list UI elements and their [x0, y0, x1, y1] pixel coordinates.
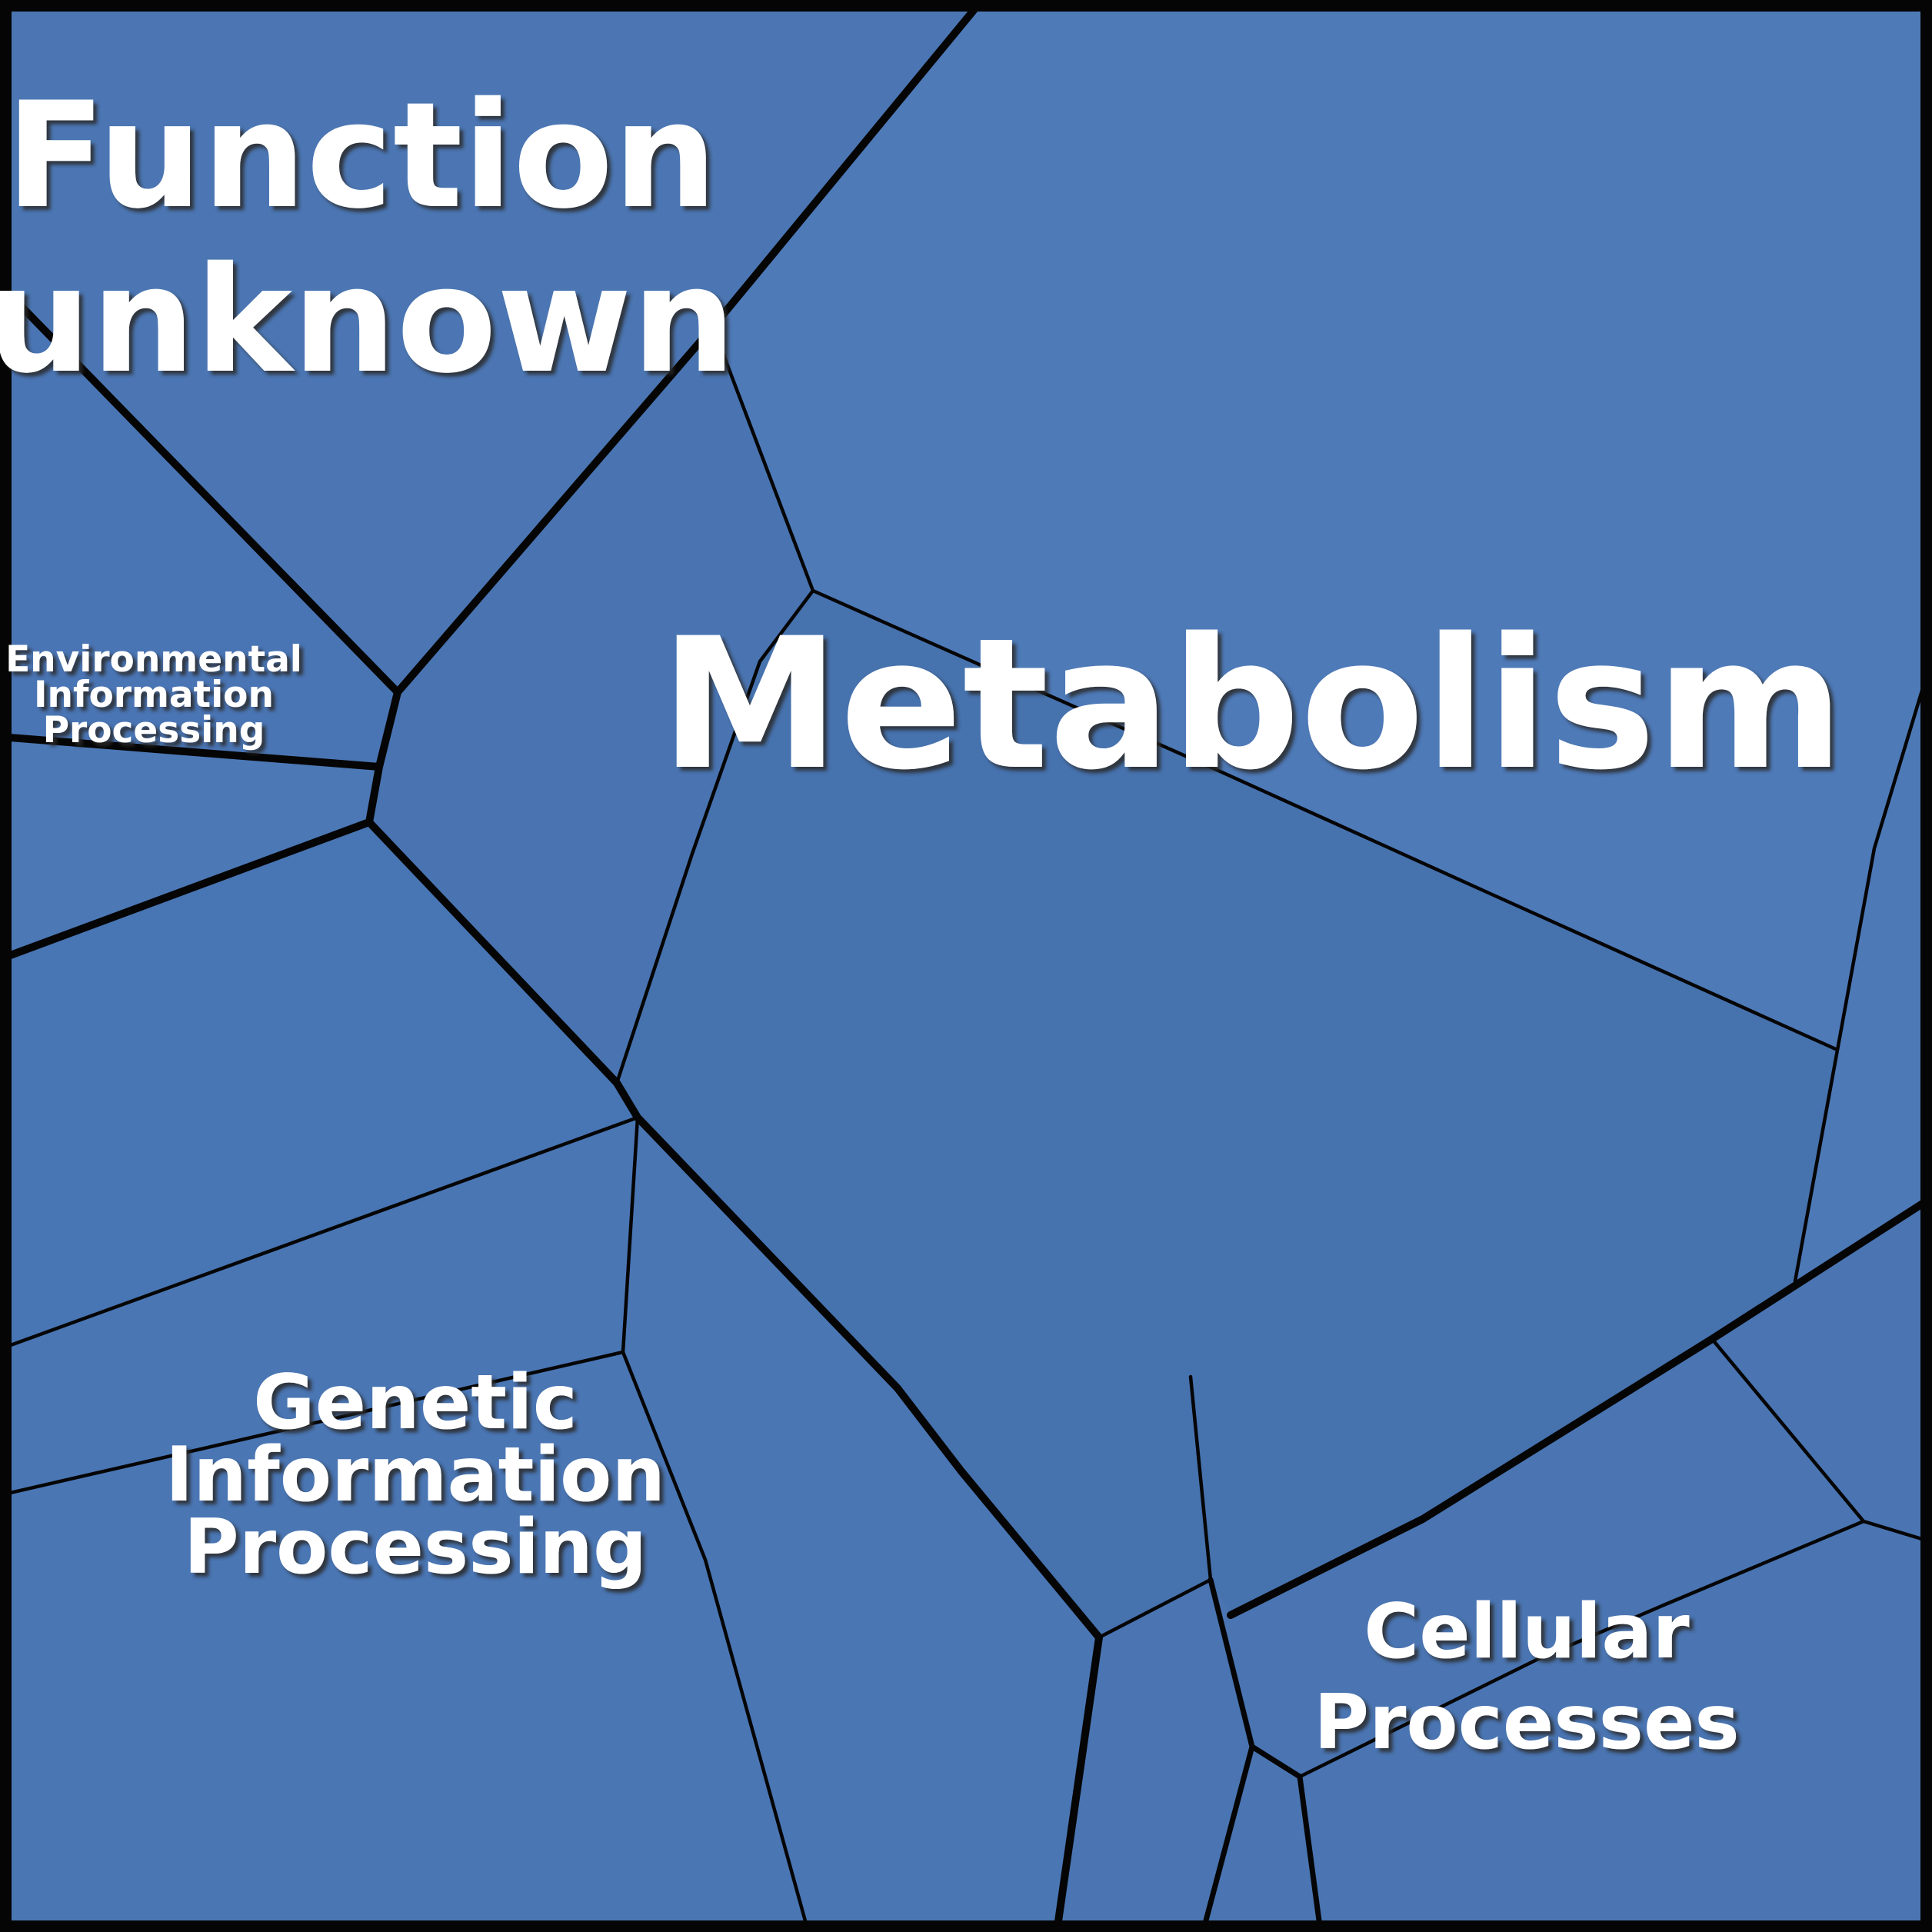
label-eip-line2: Information [34, 674, 274, 716]
cell-cellular-processes [1057, 1198, 1932, 1932]
label-cellular-processes: Cellular Processes [1314, 1588, 1740, 1767]
label-gip-line1: Genetic [253, 1359, 578, 1447]
label-gip-line2: Information [165, 1431, 665, 1519]
boundary-thin-subdivisions [0, 325, 1932, 1932]
label-eip-line3: Processing [43, 709, 265, 751]
label-cp-line1: Cellular [1364, 1588, 1690, 1676]
label-metabolism-line1: Metabolism [660, 600, 1844, 810]
label-cp-line2: Processes [1314, 1679, 1740, 1767]
label-function-unknown-line1: Function [5, 71, 717, 241]
cell-function-unknown [0, 0, 982, 692]
label-eip-line1: Environmental [5, 638, 302, 681]
label-function-unknown-line2: unknown [0, 235, 736, 405]
treemap-labels: Function unknown Environmental Informati… [0, 71, 1844, 1767]
label-genetic-information-processing: Genetic Information Processing [165, 1359, 665, 1591]
boundary-medium-small-cells [1200, 1577, 1324, 1932]
cell-metabolism-left [369, 327, 813, 1083]
cell-environmental-information-processing [0, 285, 398, 767]
cell-right-sliver [1795, 658, 1932, 1281]
cell-gip-side [0, 822, 638, 1349]
label-metabolism: Metabolism [660, 600, 1844, 810]
cell-genetic-information-processing [0, 1118, 1099, 1932]
label-gip-line3: Processing [184, 1504, 647, 1591]
cell-metabolism-bottom [617, 591, 1837, 1637]
cell-metabolism-top-right [713, 0, 1932, 1050]
label-function-unknown: Function unknown [0, 71, 736, 405]
cell-left-strip [0, 737, 379, 959]
label-environmental-information-processing: Environmental Information Processing [5, 638, 302, 751]
